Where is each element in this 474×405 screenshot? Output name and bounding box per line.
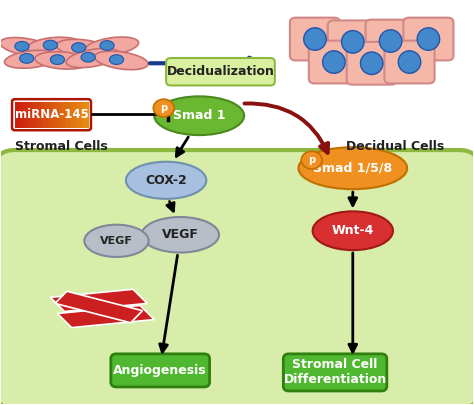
Ellipse shape (126, 162, 206, 199)
Text: Decidual Cells: Decidual Cells (346, 140, 444, 153)
FancyBboxPatch shape (29, 102, 34, 128)
Polygon shape (57, 305, 155, 328)
FancyBboxPatch shape (63, 102, 67, 128)
Text: Stromal Cells: Stromal Cells (15, 140, 108, 153)
Ellipse shape (398, 51, 421, 73)
Text: p: p (308, 155, 315, 165)
FancyBboxPatch shape (26, 102, 30, 128)
Text: VEGF: VEGF (162, 228, 199, 241)
Ellipse shape (84, 225, 149, 257)
Polygon shape (55, 291, 143, 323)
Text: p: p (160, 103, 167, 113)
FancyBboxPatch shape (77, 102, 82, 128)
FancyBboxPatch shape (403, 18, 454, 60)
FancyBboxPatch shape (0, 150, 474, 405)
Text: Smad 1/5/8: Smad 1/5/8 (313, 162, 392, 175)
Ellipse shape (304, 28, 326, 50)
Ellipse shape (94, 51, 148, 70)
Text: COX-2: COX-2 (145, 174, 187, 187)
Ellipse shape (4, 50, 58, 68)
Ellipse shape (313, 211, 393, 250)
Text: Smad 1: Smad 1 (173, 109, 226, 122)
Text: Stromal Cell
Differentiation: Stromal Cell Differentiation (283, 358, 387, 386)
Ellipse shape (142, 217, 219, 253)
FancyBboxPatch shape (283, 354, 387, 391)
Ellipse shape (28, 37, 82, 55)
Polygon shape (50, 289, 147, 311)
FancyBboxPatch shape (346, 42, 397, 85)
Ellipse shape (35, 52, 89, 69)
FancyBboxPatch shape (15, 102, 19, 128)
FancyBboxPatch shape (365, 20, 416, 62)
Ellipse shape (342, 31, 364, 53)
FancyBboxPatch shape (52, 102, 56, 128)
FancyBboxPatch shape (384, 40, 435, 83)
Ellipse shape (85, 37, 138, 55)
FancyBboxPatch shape (59, 102, 64, 128)
Text: VEGF: VEGF (100, 236, 133, 246)
Ellipse shape (15, 41, 29, 51)
FancyBboxPatch shape (33, 102, 38, 128)
Ellipse shape (109, 55, 124, 64)
FancyBboxPatch shape (18, 102, 23, 128)
Ellipse shape (360, 52, 383, 75)
FancyBboxPatch shape (290, 18, 340, 60)
FancyBboxPatch shape (73, 102, 78, 128)
FancyBboxPatch shape (48, 102, 53, 128)
Ellipse shape (81, 52, 95, 62)
Ellipse shape (417, 28, 440, 50)
Ellipse shape (43, 40, 57, 50)
Circle shape (301, 151, 322, 169)
Ellipse shape (323, 51, 345, 73)
FancyBboxPatch shape (166, 58, 275, 85)
FancyBboxPatch shape (55, 102, 60, 128)
Ellipse shape (19, 53, 34, 63)
Ellipse shape (100, 40, 114, 50)
FancyBboxPatch shape (111, 354, 210, 387)
Ellipse shape (155, 96, 244, 135)
Circle shape (154, 99, 174, 117)
Ellipse shape (56, 39, 110, 58)
Text: Wnt-4: Wnt-4 (332, 224, 374, 237)
Ellipse shape (379, 30, 402, 52)
FancyBboxPatch shape (22, 102, 27, 128)
Ellipse shape (0, 38, 54, 57)
FancyBboxPatch shape (309, 40, 359, 83)
FancyBboxPatch shape (40, 102, 45, 128)
Text: Angiogenesis: Angiogenesis (113, 364, 207, 377)
FancyBboxPatch shape (44, 102, 49, 128)
FancyBboxPatch shape (70, 102, 74, 128)
Ellipse shape (66, 49, 119, 68)
FancyBboxPatch shape (37, 102, 41, 128)
FancyBboxPatch shape (84, 102, 89, 128)
FancyBboxPatch shape (81, 102, 85, 128)
Ellipse shape (50, 55, 64, 64)
Text: Decidualization: Decidualization (166, 65, 274, 78)
Ellipse shape (72, 43, 86, 52)
Ellipse shape (299, 147, 407, 189)
FancyBboxPatch shape (66, 102, 71, 128)
Text: miRNA-145: miRNA-145 (15, 108, 89, 121)
FancyBboxPatch shape (328, 21, 378, 63)
